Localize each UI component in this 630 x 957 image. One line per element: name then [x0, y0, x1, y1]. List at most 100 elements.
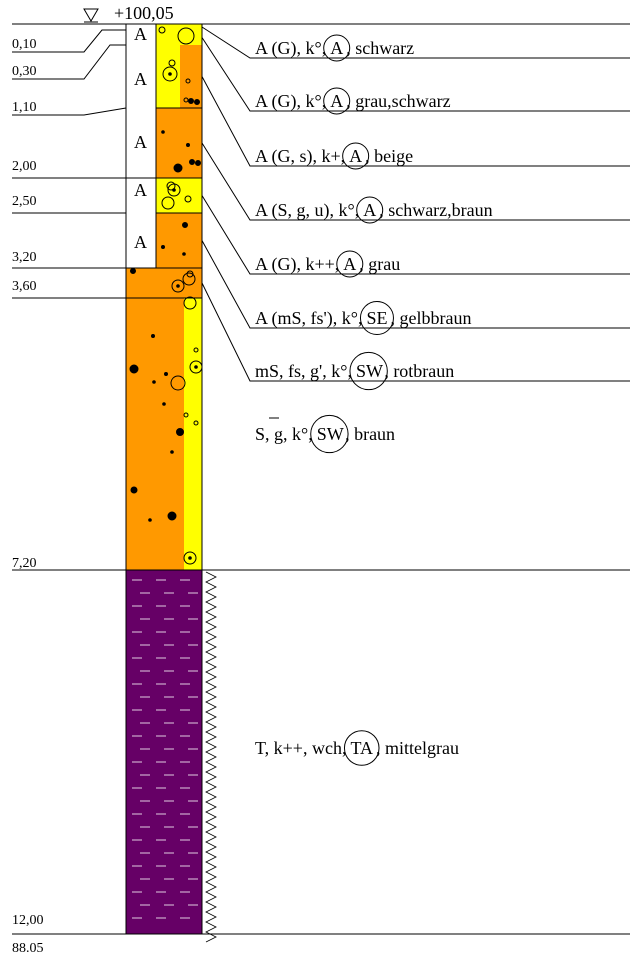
description-leader: [201, 37, 630, 112]
depth-label: 2,50: [12, 194, 37, 209]
layer-description: A (S, g, u), k°, A, schwarz,braun: [201, 142, 630, 224]
layer-class-code: A: [349, 146, 362, 166]
depth-label: 7,20: [12, 556, 37, 571]
depth-lines: 0,10 0,30 1,10 2,00 2,50 3,20 3,60 7,20 12,00: [12, 23, 630, 935]
svg-text:T, k++, wch,TA, mittelgrau: T, k++, wch, TA, mittelgrau: [255, 738, 459, 758]
svg-text:A (G), k°,A, schwarz: A (G), k°, A, schwarz: [255, 38, 414, 59]
class-code-circle-icon: [342, 142, 370, 170]
layer-description: T, k++, wch, TA, mittelgrau: [255, 730, 459, 766]
layer-description: A (G), k++, A, grau: [201, 195, 630, 278]
fill-symbol: A: [134, 180, 147, 200]
layer-description: mS, fs, g', k°, SW, rotbraun: [201, 282, 630, 391]
description-leader: [201, 142, 630, 221]
layer-3-orange: [180, 45, 202, 108]
layer-description: S, g, k°, SW, braun: [255, 414, 395, 454]
class-code-circle-icon: [349, 351, 388, 391]
layer-9-clay: [126, 570, 202, 934]
layer-post: , braun: [345, 424, 395, 444]
layer-6-orange: [156, 213, 202, 268]
depth-label: 12,00: [12, 913, 44, 928]
top-elevation-label: +100,05: [114, 3, 174, 23]
layer-description: A (G), k°, A, schwarz: [201, 26, 630, 62]
layer-pre: A (S, g, u), k°,: [255, 200, 359, 221]
description-leader: [201, 76, 630, 167]
layer-description: A (mS, fs'), k°, SE, gelbbraun: [201, 240, 630, 336]
layer-pre: S, g, k°,: [255, 424, 313, 444]
layer-pre: A (G), k++,: [255, 254, 339, 275]
layer-post: , rotbraun: [384, 361, 454, 381]
fill-zone-upper: [125, 23, 157, 179]
groundwater-triangle-icon: [83, 8, 99, 23]
svg-text:A (G), k°,A, grau,schwarz: A (G), k°, A, grau,schwarz: [255, 91, 451, 112]
bottom-elevation-label: 88.05: [12, 941, 44, 956]
description-leader: [201, 282, 630, 382]
fill-symbol: A: [134, 132, 147, 152]
gravel-pattern: [129, 26, 203, 565]
depth-label: 3,60: [12, 279, 37, 294]
layer-class-code: SW: [317, 424, 344, 444]
fill-symbol: A: [134, 232, 147, 252]
class-code-circle-icon: [356, 196, 384, 224]
svg-text:S, g, k°,SW, braun: S, g, k°, SW, braun: [255, 424, 395, 444]
depth-label: 0,10: [12, 37, 37, 52]
fill-symbol: A: [134, 24, 147, 44]
fill-symbols: A A A A A: [134, 24, 147, 252]
layer-class-code: A: [343, 254, 356, 274]
description-leader: [201, 26, 630, 59]
layer-pre: A (G), k°,: [255, 38, 326, 59]
layer-class-code: A: [330, 38, 343, 58]
layer-8-orange: [126, 298, 184, 570]
layer-pre: A (G, s), k+,: [255, 146, 345, 167]
layer-7-orange: [126, 268, 202, 298]
layer-post: , grau: [359, 254, 400, 274]
layer-post: , beige: [365, 146, 413, 166]
class-code-circle-icon: [343, 730, 380, 766]
layer-1-symbol-strip: [156, 24, 202, 30]
class-code-circle-icon: [323, 34, 351, 62]
soil-column: [125, 23, 203, 935]
svg-text:A (mS, fs'), k°,SE, gelbbraun: A (mS, fs'), k°, SE, gelbbraun: [255, 308, 471, 329]
layer-description: A (G), k°, A, grau,schwarz: [201, 37, 630, 115]
layer-3-yellow: [156, 45, 180, 108]
class-code-circle-icon: [336, 250, 364, 278]
layer-post: , schwarz,braun: [379, 200, 492, 220]
layer-class-code: A: [363, 200, 376, 220]
layer-2-yellow-strip: [156, 30, 202, 45]
fill-symbol: A: [134, 69, 147, 89]
layer-post: , schwarz: [346, 38, 414, 58]
layer-class-code: SW: [356, 361, 383, 381]
svg-text:A (S, g, u), k°,A, schwarz,bra: A (S, g, u), k°, A, schwarz,braun: [255, 200, 493, 221]
layer-class-code: TA: [350, 738, 373, 758]
class-code-circle-icon: [359, 300, 394, 336]
svg-text:mS, fs, g', k°,SW, rotbraun: mS, fs, g', k°, SW, rotbraun: [255, 361, 454, 381]
layer-class-code: A: [330, 91, 343, 111]
layer-class-code: SE: [366, 308, 387, 328]
layer-post: , mittelgrau: [376, 738, 459, 758]
layer-description: A (G, s), k+, A, beige: [201, 76, 630, 170]
class-code-circle-icon: [323, 87, 351, 115]
layer-post: , grau,schwarz: [346, 91, 450, 111]
layer-5-yellow: [156, 178, 202, 213]
depth-label: 0,30: [12, 64, 37, 79]
depth-label: 2,00: [12, 159, 37, 174]
depth-leader-line: [12, 29, 126, 53]
clay-hatch-pattern: [132, 579, 198, 919]
svg-text:A (G, s), k+,A, beige: A (G, s), k+, A, beige: [255, 146, 413, 167]
layer-pre: T, k++, wch,: [255, 738, 346, 758]
fill-zone-lower: [125, 177, 157, 269]
description-leader: [201, 195, 630, 275]
svg-text:A (G), k++,A, grau: A (G), k++, A, grau: [255, 254, 400, 275]
soft-consistency-wave: [205, 571, 217, 943]
depth-leader-line: [12, 44, 126, 80]
description-leader: [201, 240, 630, 329]
layer-pre: A (mS, fs'), k°,: [255, 308, 362, 329]
depth-label: 3,20: [12, 250, 37, 265]
class-code-circle-icon: [310, 414, 349, 454]
depth-leader-line: [12, 107, 127, 116]
depth-label: 1,10: [12, 100, 37, 115]
layer-post: , gelbbraun: [390, 308, 471, 328]
layer-8-yellow-strip: [184, 298, 202, 570]
water-level-marker: [83, 8, 99, 23]
